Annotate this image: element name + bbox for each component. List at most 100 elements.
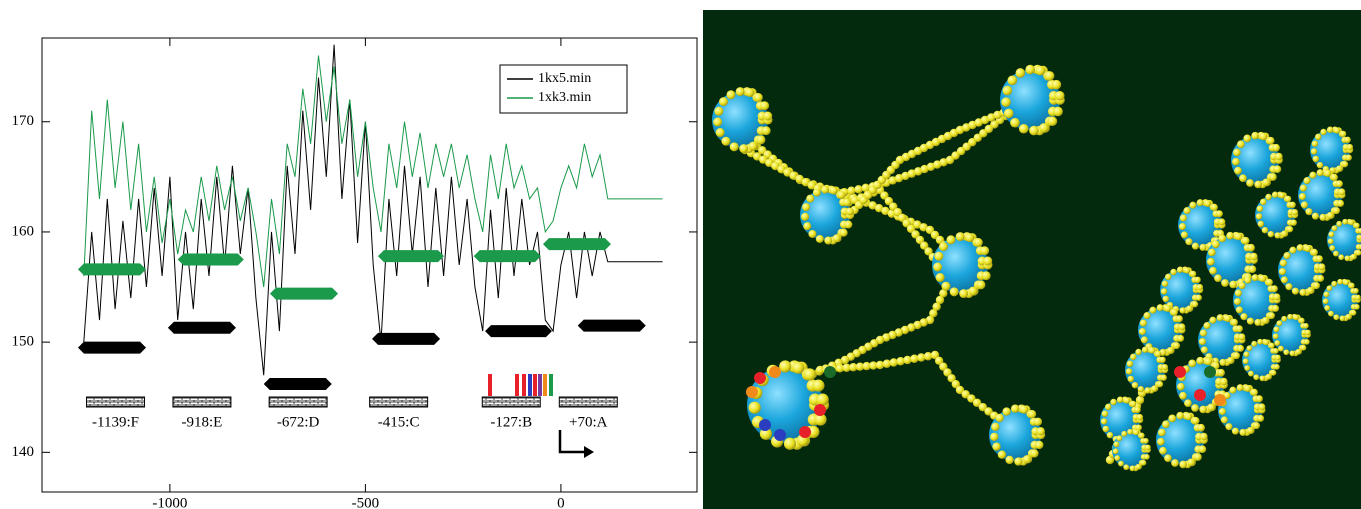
- bead: [1258, 221, 1264, 227]
- bead: [1010, 118, 1020, 128]
- bead: [1197, 284, 1203, 290]
- bead: [1268, 312, 1275, 319]
- bead: [1211, 204, 1218, 211]
- bead: [1234, 167, 1242, 175]
- dna-box: [87, 397, 145, 407]
- site-bar: [522, 374, 526, 396]
- bead: [1237, 384, 1244, 391]
- bead: [1257, 415, 1264, 422]
- bead: [801, 213, 809, 221]
- bead: [1345, 154, 1351, 160]
- bead: [1240, 313, 1247, 320]
- bead: [1102, 410, 1108, 416]
- bead: [1324, 305, 1330, 311]
- bead: [1338, 188, 1345, 195]
- bead: [1128, 376, 1134, 382]
- bead: [1135, 349, 1141, 355]
- bead: [745, 88, 754, 97]
- bead: [1242, 237, 1250, 245]
- legend-label: 1kx5.min: [538, 71, 591, 86]
- nucleosome-marker: [543, 238, 611, 250]
- bead: [1285, 196, 1291, 202]
- bead: [1165, 274, 1171, 280]
- bead: [1253, 422, 1260, 429]
- bead: [1244, 365, 1250, 371]
- bead: [736, 87, 745, 96]
- bead: [1301, 345, 1307, 351]
- bead: [1186, 305, 1192, 311]
- highlight-bead: [754, 372, 766, 384]
- bead: [1003, 86, 1013, 96]
- bead: [1037, 427, 1045, 435]
- legend-label: 1xk3.min: [538, 90, 591, 105]
- bead: [1216, 210, 1223, 217]
- bead: [1036, 66, 1046, 76]
- bead: [991, 423, 999, 431]
- bead: [1342, 161, 1348, 167]
- bead: [1244, 277, 1251, 284]
- bead: [1263, 339, 1269, 345]
- bead: [1157, 304, 1164, 311]
- bead: [1262, 227, 1268, 233]
- bead: [1107, 432, 1113, 438]
- bead: [804, 368, 816, 380]
- bead: [1300, 185, 1307, 192]
- nucleosome-marker: [78, 342, 146, 354]
- bead: [1285, 283, 1292, 290]
- bead: [1101, 418, 1107, 424]
- bead: [1035, 441, 1043, 449]
- bead: [1246, 179, 1254, 187]
- bead: [1354, 223, 1360, 229]
- bead: [1311, 249, 1318, 256]
- bead: [1281, 316, 1287, 322]
- bead: [1354, 304, 1360, 310]
- bead: [817, 394, 829, 406]
- bead: [1307, 287, 1314, 294]
- bead: [1167, 347, 1174, 354]
- figure: 140150160170-1000-5000-1139:F-918:E-672:…: [0, 0, 1361, 509]
- bead: [1336, 180, 1343, 187]
- bead: [784, 438, 796, 450]
- bead: [1303, 323, 1309, 329]
- bead: [714, 107, 723, 116]
- bead: [1229, 387, 1236, 394]
- bead: [1179, 461, 1187, 469]
- site-bar: [549, 374, 553, 396]
- site-bar: [533, 374, 537, 396]
- bead: [1239, 174, 1247, 182]
- bead: [1328, 238, 1334, 244]
- bead: [1244, 351, 1250, 357]
- bead: [1324, 170, 1331, 177]
- bead: [1292, 209, 1298, 215]
- bead: [1234, 298, 1241, 305]
- bead: [1250, 253, 1258, 261]
- bead: [1149, 307, 1156, 314]
- highlight-bead: [824, 366, 836, 378]
- bead: [1262, 179, 1270, 187]
- bead: [1220, 378, 1228, 386]
- bead: [941, 282, 950, 291]
- bead: [1275, 355, 1281, 361]
- bead: [760, 101, 769, 110]
- bead: [1209, 317, 1216, 324]
- bead: [1247, 345, 1253, 351]
- bead: [1110, 399, 1116, 405]
- y-tick-label: 170: [12, 113, 35, 129]
- nucleosome-marker: [474, 250, 541, 262]
- bead: [1194, 453, 1202, 461]
- bead: [754, 93, 763, 102]
- bead: [1045, 71, 1055, 81]
- bead: [1177, 267, 1183, 273]
- bead: [1157, 381, 1163, 387]
- dna-box: [173, 397, 231, 407]
- bead: [749, 402, 761, 414]
- bead: [1005, 456, 1013, 464]
- bead: [1346, 314, 1352, 320]
- bead: [1171, 309, 1178, 316]
- bead: [1247, 427, 1254, 434]
- bead: [1161, 288, 1167, 294]
- bead: [1124, 397, 1130, 403]
- bead: [1171, 459, 1179, 467]
- site-bar: [543, 374, 547, 396]
